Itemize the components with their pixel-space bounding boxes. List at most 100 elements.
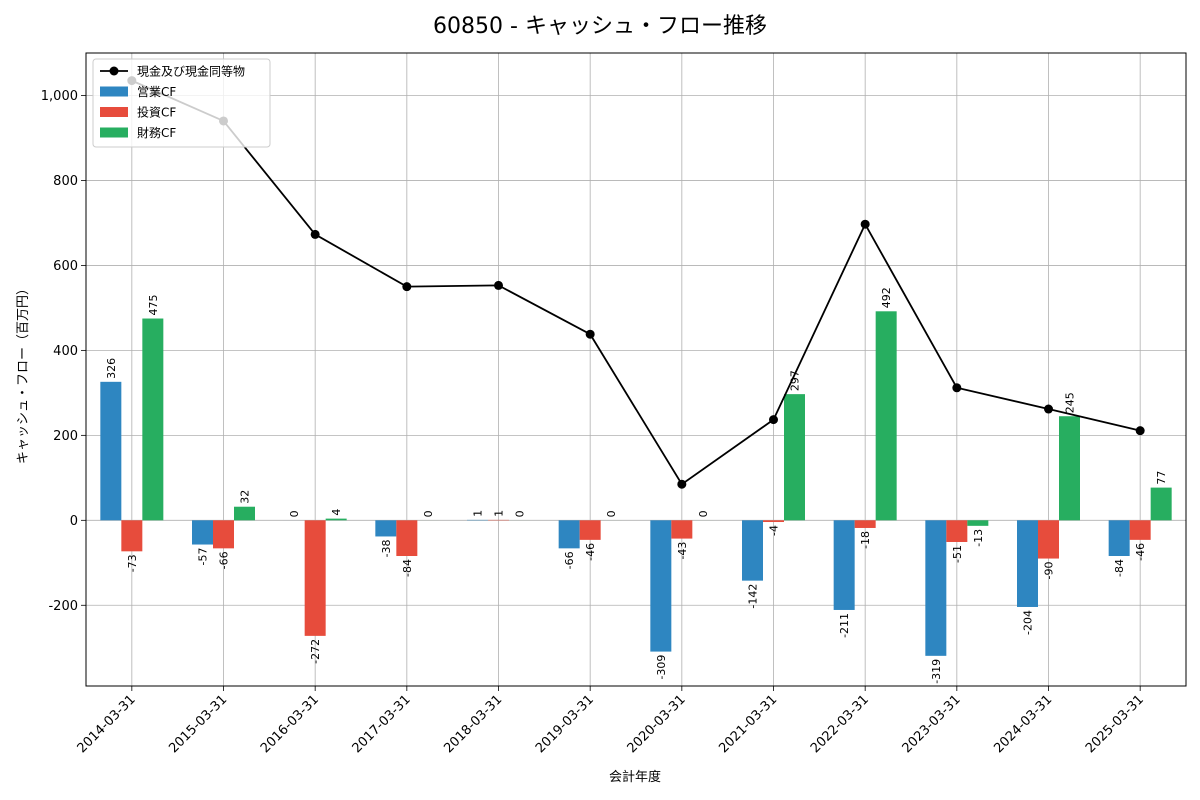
bar	[650, 520, 672, 652]
x-axis-label: 会計年度	[609, 769, 661, 785]
bar-value-label: -66	[218, 551, 231, 569]
bar	[742, 520, 763, 581]
bar-value-label: -4	[768, 525, 781, 536]
bar-value-label: 4	[330, 509, 343, 516]
cash-line-point	[769, 415, 778, 425]
bar-value-label: 1	[472, 510, 485, 517]
bar-value-label: 475	[147, 295, 160, 316]
bar-value-label: -46	[584, 543, 597, 561]
bar	[925, 520, 947, 656]
bar	[875, 311, 897, 521]
bar	[671, 520, 693, 539]
bar	[142, 318, 164, 521]
bar	[1038, 520, 1059, 559]
x-tick-label: 2016-03-31	[258, 692, 322, 756]
bar-value-label: -43	[676, 542, 689, 560]
legend-bar-swatch	[100, 107, 128, 117]
legend-label: 財務CF	[137, 125, 176, 140]
bar-value-label: 77	[1155, 471, 1168, 485]
bar	[234, 506, 255, 521]
x-tick-label: 2021-03-31	[716, 692, 780, 756]
bar-value-label: 0	[514, 510, 527, 517]
bar-value-label: -204	[1022, 610, 1035, 635]
bar-value-label: 0	[605, 510, 618, 517]
x-tick-label: 2018-03-31	[441, 692, 505, 756]
bar-value-label: -46	[1134, 543, 1147, 561]
bar	[946, 520, 968, 542]
bar-value-label: -51	[951, 545, 964, 563]
bar	[100, 381, 122, 521]
bar-value-label: -319	[930, 659, 943, 684]
bar	[1150, 487, 1172, 521]
x-tick-label: 2023-03-31	[900, 692, 964, 756]
bar	[213, 520, 234, 549]
bar-value-label: 492	[880, 287, 893, 308]
cash-line-point	[494, 280, 503, 290]
x-tick-label: 2025-03-31	[1083, 692, 1147, 756]
bar-value-label: -38	[380, 539, 393, 557]
bar-value-label: -211	[838, 613, 851, 638]
bars	[100, 311, 1172, 656]
bar-value-label: 326	[105, 358, 118, 379]
y-tick-label: 0	[70, 514, 78, 529]
chart-title: 60850 - キャッシュ・フロー推移	[433, 14, 767, 39]
bar-value-label: 297	[789, 370, 802, 391]
bar-value-label: -309	[655, 655, 668, 680]
legend-label: 現金及び現金同等物	[137, 64, 245, 79]
cash-line-point	[310, 229, 320, 239]
bar-value-label: -57	[197, 548, 210, 566]
bar-value-label: 0	[422, 510, 435, 517]
x-tick-label: 2020-03-31	[625, 692, 689, 756]
bar	[121, 520, 143, 552]
bar-value-label: 1	[493, 510, 506, 517]
bar	[967, 520, 989, 526]
bar	[1059, 416, 1080, 521]
bar	[763, 520, 784, 523]
bar	[396, 520, 418, 557]
legend-line-marker	[109, 66, 119, 76]
value-labels: 326 -57 0 -38 1 -66 -309 -142 -211 -319 -204 -84 -73…	[105, 287, 1168, 684]
bar	[558, 520, 580, 549]
bar-value-label: -90	[1043, 562, 1056, 580]
cash-line-point	[585, 329, 595, 339]
bar-value-label: 0	[697, 510, 710, 517]
bar-value-label: -272	[309, 639, 322, 664]
cash-line	[127, 76, 1145, 489]
y-tick-label: -200	[48, 599, 78, 614]
bar	[833, 520, 855, 610]
grid	[86, 53, 1186, 686]
bar	[854, 520, 876, 528]
cash-line-point	[860, 219, 870, 229]
y-tick-label: 800	[53, 174, 78, 189]
bar-value-label: -84	[401, 559, 414, 577]
x-tick-label: 2024-03-31	[991, 692, 1055, 756]
y-tick-label: 200	[53, 429, 78, 444]
bar	[1108, 520, 1130, 557]
y-tick-label: 400	[53, 344, 78, 359]
x-tick-label: 2014-03-31	[75, 692, 139, 756]
cash-line-point	[1135, 426, 1145, 436]
bar	[325, 518, 347, 521]
y-tick-label: 1,000	[41, 89, 78, 104]
bar-value-label: -73	[126, 554, 139, 572]
legend-box	[92, 58, 271, 148]
bar	[784, 394, 805, 521]
cash-line-path	[131, 79, 1141, 486]
legend-bar-swatch	[100, 127, 128, 138]
bar-value-label: -13	[972, 529, 985, 547]
bar-value-label: 0	[288, 510, 301, 517]
bar-value-label: -84	[1113, 559, 1126, 577]
bar-value-label: -66	[563, 551, 576, 569]
y-tick-label: 600	[53, 259, 78, 274]
x-tick-label: 2017-03-31	[350, 692, 414, 756]
bar	[1017, 520, 1038, 607]
bar	[579, 520, 601, 540]
y-axis-label: キャッシュ・フロー（百万円）	[16, 282, 31, 464]
bar	[304, 520, 326, 636]
cash-line-point	[677, 479, 687, 489]
legend-bar-swatch	[100, 86, 128, 97]
bar-value-label: -18	[859, 531, 872, 549]
